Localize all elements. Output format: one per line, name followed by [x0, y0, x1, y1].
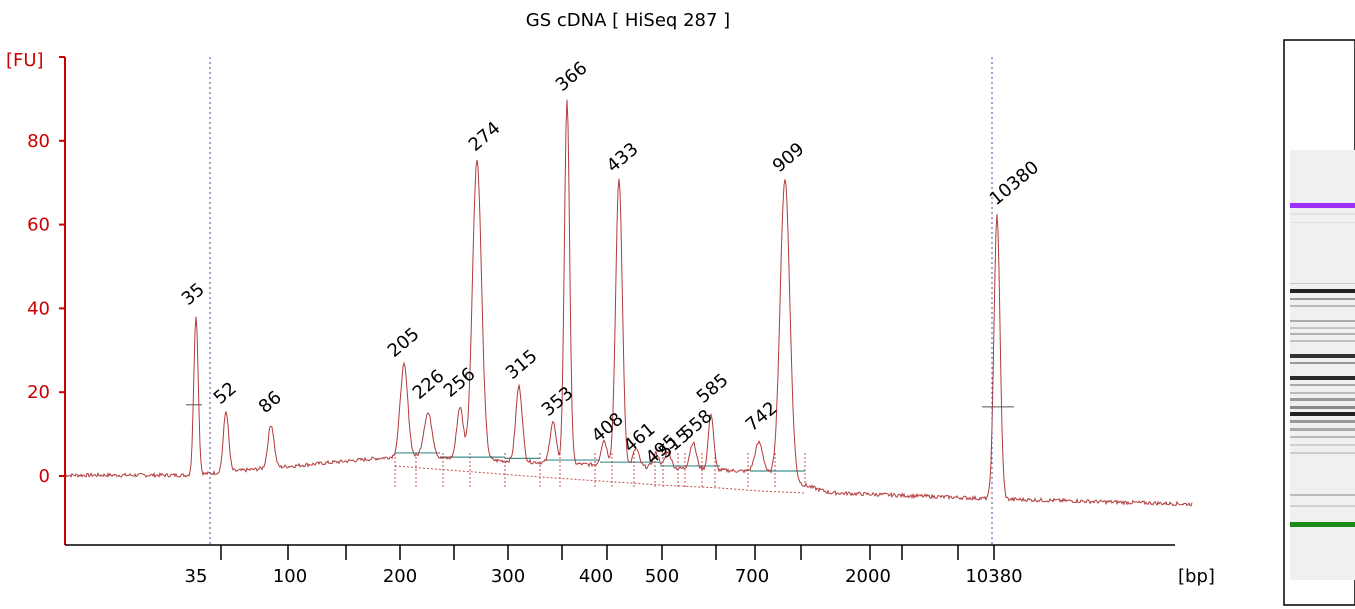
- chart-title: GS cDNA [ HiSeq 287 ]: [526, 10, 730, 31]
- gel-band: [1290, 354, 1355, 358]
- baseline-segments: [186, 404, 1014, 494]
- peak-label: 52: [210, 378, 241, 409]
- gel-marker-bottom: [1290, 522, 1355, 527]
- gel-band: [1290, 376, 1355, 380]
- gel-band: [1290, 398, 1355, 401]
- peak-label: 256: [440, 364, 480, 402]
- signal-trace: [64, 99, 1193, 507]
- x-tick-label: 10380: [965, 566, 1022, 587]
- x-tick-label: 200: [383, 566, 417, 587]
- x-tick-label: 2000: [845, 566, 891, 587]
- gel-marker-top: [1290, 203, 1355, 208]
- y-tick-label: 60: [27, 215, 50, 236]
- gel-band: [1290, 420, 1355, 423]
- gel-lane: [1290, 150, 1355, 580]
- gel-band: [1290, 444, 1355, 446]
- x-ticks: 35 100 200 300 400 500 700 2000 10380: [185, 545, 1023, 587]
- gel-band: [1290, 283, 1355, 284]
- peak-label: 86: [255, 387, 286, 418]
- x-tick-label: 35: [185, 566, 208, 587]
- trace-layer: [64, 99, 1193, 507]
- y-tick-label: 20: [27, 382, 50, 403]
- gel-band: [1290, 298, 1355, 300]
- y-ticks: 0 20 40 60 80: [27, 56, 65, 487]
- y-tick-label: 0: [39, 466, 50, 487]
- gel-band: [1290, 436, 1355, 438]
- y-axis-label: [FU]: [6, 50, 44, 71]
- peak-label: 366: [552, 58, 592, 96]
- gel-band: [1290, 494, 1355, 496]
- gel-band: [1290, 362, 1355, 364]
- x-tick-label: 100: [273, 566, 307, 587]
- x-tick-label: 300: [491, 566, 525, 587]
- gel-band: [1290, 333, 1355, 335]
- peak-label: 10380: [986, 157, 1043, 210]
- axes: [FU] [bp]: [6, 50, 1215, 587]
- gel-band: [1290, 340, 1355, 342]
- peak-label: 315: [502, 346, 542, 384]
- peak-label: 274: [465, 118, 505, 156]
- gel-band: [1290, 406, 1355, 409]
- y-tick-label: 40: [27, 298, 50, 319]
- gel-band: [1290, 305, 1355, 307]
- gel-band: [1290, 320, 1355, 322]
- baseline-dotted: [394, 465, 806, 494]
- gel-band: [1290, 412, 1355, 416]
- gel-band: [1290, 384, 1355, 386]
- gel-band: [1290, 452, 1355, 454]
- gel-band: [1290, 428, 1355, 431]
- peak-label: 205: [384, 324, 424, 362]
- x-tick-label: 400: [579, 566, 613, 587]
- peak-label: 35: [178, 279, 209, 310]
- gel-band: [1290, 213, 1355, 215]
- peak-label: 585: [693, 370, 733, 408]
- peak-label: 909: [769, 139, 809, 177]
- peak-label: 433: [603, 139, 643, 177]
- gel-band: [1290, 222, 1355, 223]
- gel-image: [1283, 39, 1355, 606]
- gel-band: [1290, 327, 1355, 329]
- gel-band: [1290, 392, 1355, 394]
- marker-lines: [209, 57, 993, 545]
- gel-band: [1290, 505, 1355, 507]
- y-tick-label: 80: [27, 131, 50, 152]
- gel-band: [1290, 289, 1355, 293]
- x-tick-label: 700: [735, 566, 769, 587]
- x-tick-label: 500: [645, 566, 679, 587]
- x-axis-label: [bp]: [1178, 566, 1215, 587]
